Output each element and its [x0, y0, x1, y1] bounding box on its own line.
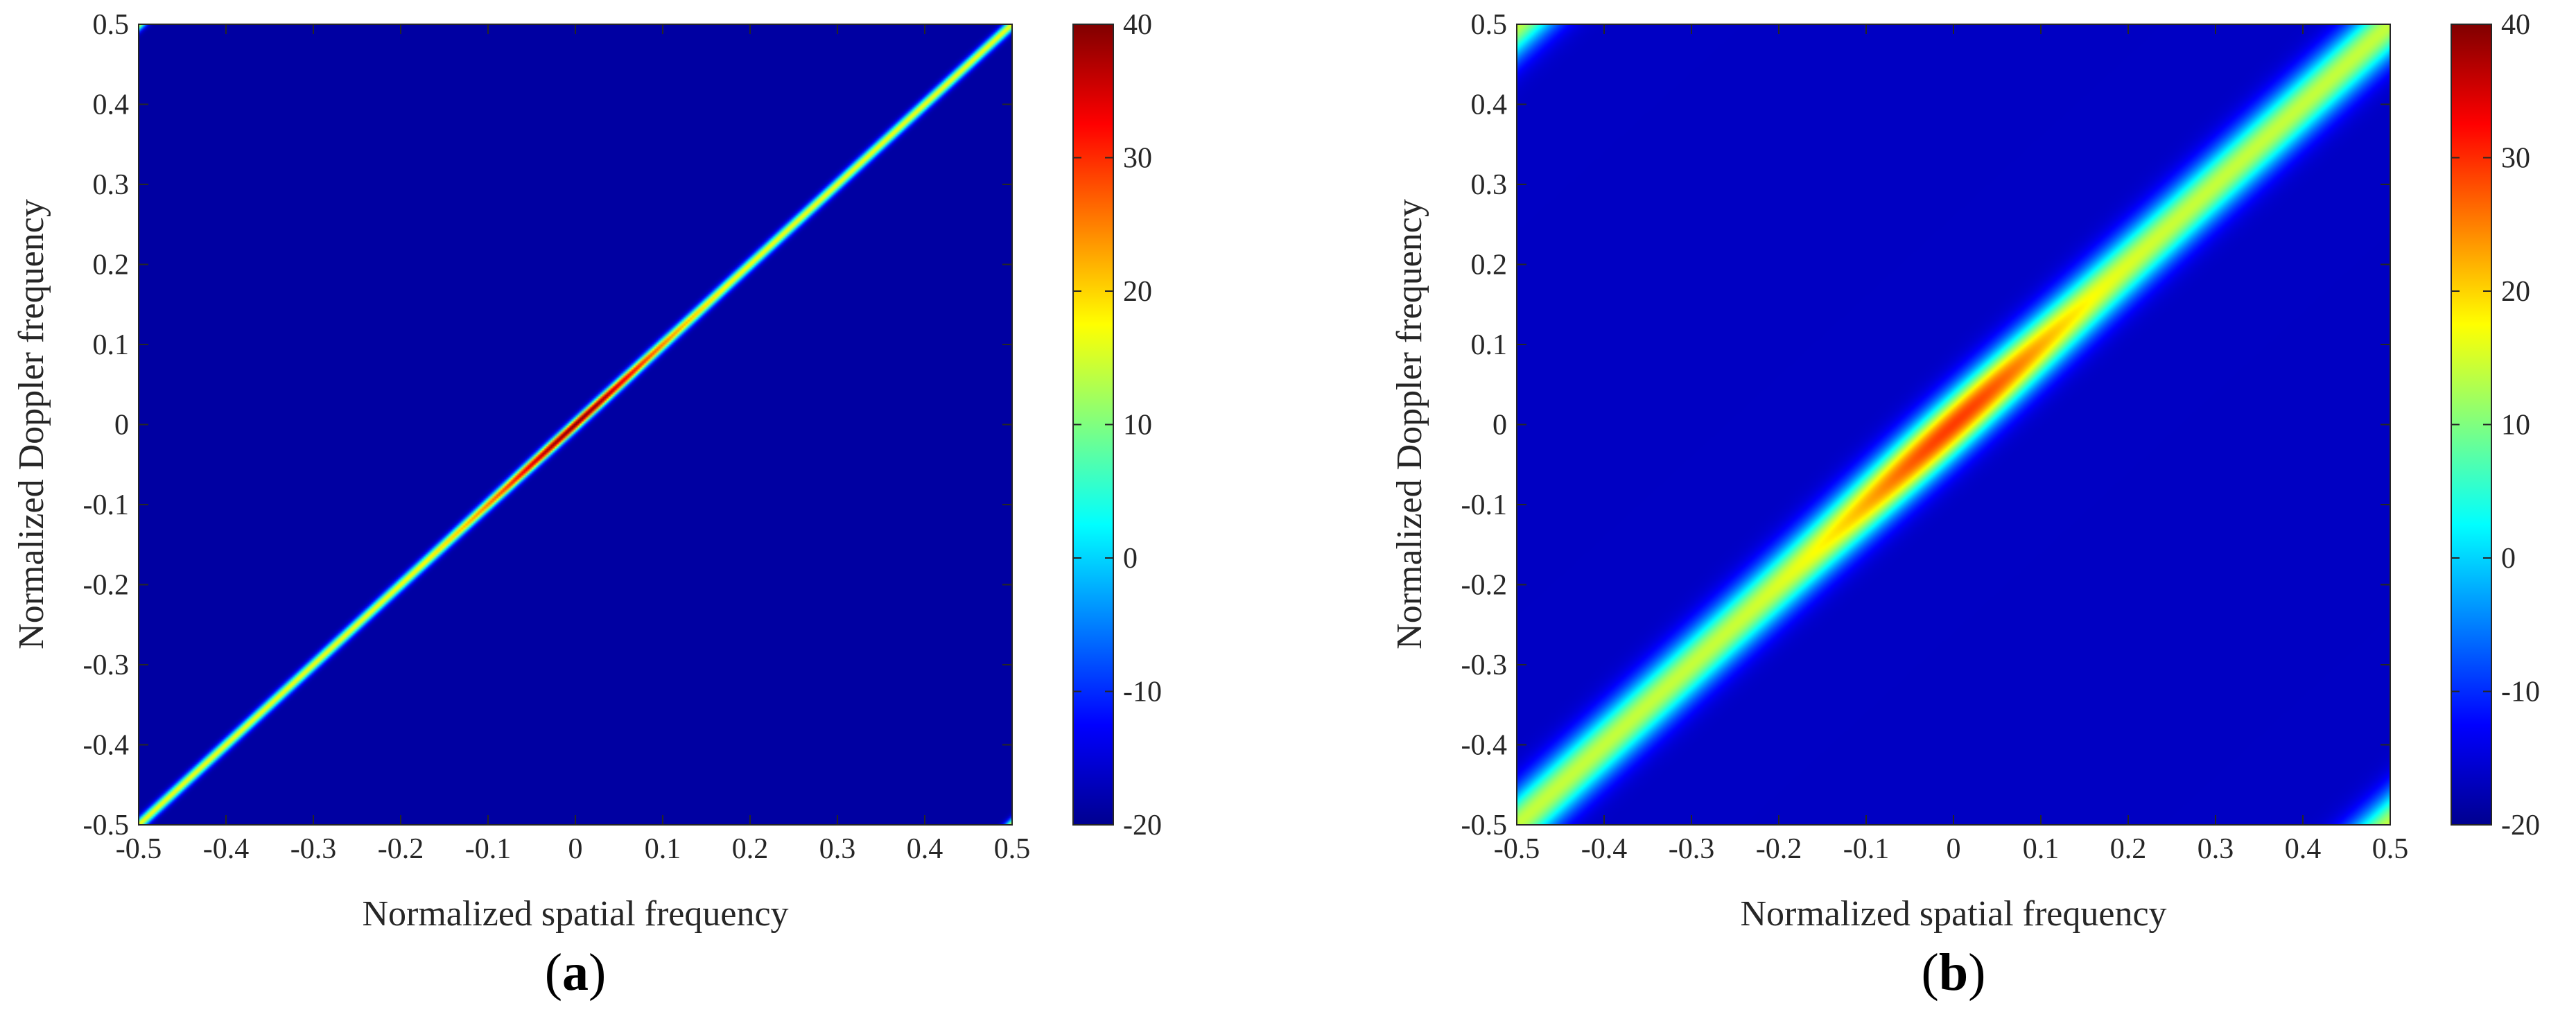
chart-b-x-ticks: -0.5 -0.4 -0.3 -0.2 -0.1 0 0.1 0.2 0.3 0.4 0.5: [1494, 24, 2409, 865]
chart-b-y-tick-label: 0.5: [1471, 9, 1508, 41]
chart-b-svg: -0.5 -0.4 -0.3 -0.2 -0.1 0 0.1 0.2 0.3 0.4 0.5 0.5…: [1390, 9, 2540, 934]
chart-a-heatmap: [139, 24, 1012, 825]
chart-a-heatmap-holder: [139, 24, 1012, 825]
chart-a-y-ticks: 0.5 0.4 0.3 0.2 0.1 0 -0.1 -0.2 -0.3 -0.4 -0.5: [83, 9, 1012, 841]
chart-a-y-tick-label: 0: [114, 410, 129, 442]
chart-a-y-tick-label: -0.4: [83, 730, 130, 762]
chart-a-y-tick-label: 0.4: [93, 89, 130, 121]
chart-b-y-tick-label: 0.1: [1471, 329, 1508, 361]
chart-b-heatmap: [1517, 24, 2390, 825]
chart-a-colorbar-tick-label: 10: [1123, 410, 1152, 442]
chart-a-y-tick-label: -0.3: [83, 649, 130, 681]
chart-b-colorbar-tick-label: 10: [2501, 410, 2530, 442]
chart-a-y-tick-label: 0.1: [93, 329, 130, 361]
chart-a-x-tick-label: 0.4: [907, 833, 943, 865]
chart-b-x-tick-label: -0.5: [1494, 833, 1540, 865]
chart-a-x-tick-label: 0.5: [994, 833, 1031, 865]
chart-b-x-tick-label: 0.3: [2198, 833, 2234, 865]
chart-b-y-ticks: 0.5 0.4 0.3 0.2 0.1 0 -0.1 -0.2 -0.3 -0.4 -0.5: [1461, 9, 2390, 841]
chart-a-x-tick-label: 0.3: [819, 833, 856, 865]
chart-b-y-tick-label: -0.1: [1461, 489, 1508, 521]
chart-b-ylabel: Normalized Doppler frequency: [1390, 199, 1429, 649]
chart-b-y-tick-label: -0.5: [1461, 810, 1508, 841]
chart-a-colorbar-ticks: 40 30 20 10 0 -10 -20: [1073, 9, 1162, 841]
chart-b-colorbar-tick-label: -10: [2501, 677, 2540, 708]
chart-b-x-tick-label: -0.1: [1843, 833, 1890, 865]
chart-b-y-tick-label: -0.4: [1461, 730, 1508, 762]
chart-b-y-tick-label: 0: [1492, 410, 1507, 442]
chart-a-colorbar-tick-label: -10: [1123, 677, 1162, 708]
chart-a-y-tick-label: 0.2: [93, 250, 130, 281]
chart-b-y-tick-label: -0.3: [1461, 649, 1508, 681]
chart-b-x-tick-label: -0.3: [1669, 833, 1715, 865]
chart-b-y-tick-label: -0.2: [1461, 570, 1508, 602]
chart-a-y-tick-label: 0.5: [93, 9, 130, 41]
caption-b: (b): [1921, 943, 1986, 1002]
chart-b-x-tick-label: 0: [1947, 833, 1961, 865]
chart-a-x-tick-label: -0.3: [290, 833, 337, 865]
figure-a: -0.5 -0.4 -0.3 -0.2 -0.1 0 0.1 0.2 0.3 0.4 0.5 0.5…: [12, 9, 1162, 1002]
chart-a-y-tick-label: 0.3: [93, 169, 130, 201]
chart-a-y-tick-label: -0.5: [83, 810, 130, 841]
chart-b-colorbar-tick-label: 30: [2501, 143, 2530, 175]
chart-a-x-tick-label: 0.1: [645, 833, 681, 865]
chart-a-x-tick-label: 0: [568, 833, 583, 865]
caption-a: (a): [544, 943, 607, 1002]
chart-b-colorbar-tick-label: 20: [2501, 276, 2530, 308]
chart-b-colorbar-ticks: 40 30 20 10 0 -10 -20: [2451, 9, 2540, 841]
chart-a-y-tick-label: -0.1: [83, 489, 130, 521]
chart-b-x-tick-label: 0.5: [2372, 833, 2409, 865]
chart-a-colorbar-tick-label: 0: [1123, 543, 1138, 575]
chart-b-heatmap-holder: [1517, 24, 2390, 825]
chart-a-x-tick-label: 0.2: [732, 833, 769, 865]
chart-a-x-ticks: -0.5 -0.4 -0.3 -0.2 -0.1 0 0.1 0.2 0.3 0.4 0.5: [116, 24, 1031, 865]
chart-a-colorbar-tick-label: 20: [1123, 276, 1152, 308]
chart-a-y-tick-label: -0.2: [83, 570, 130, 602]
chart-a-x-tick-label: -0.4: [203, 833, 250, 865]
chart-b-colorbar-tick-label: -20: [2501, 810, 2540, 841]
chart-b-x-tick-label: 0.2: [2110, 833, 2147, 865]
chart-b-x-tick-label: -0.4: [1581, 833, 1628, 865]
chart-b-colorbar-tick-label: 0: [2501, 543, 2516, 575]
chart-b-y-tick-label: 0.4: [1471, 89, 1508, 121]
chart-a-xlabel: Normalized spatial frequency: [362, 894, 788, 934]
chart-b-y-tick-label: 0.2: [1471, 250, 1508, 281]
figure-b: -0.5 -0.4 -0.3 -0.2 -0.1 0 0.1 0.2 0.3 0.4 0.5 0.5…: [1378, 0, 2576, 1021]
chart-a-svg: -0.5 -0.4 -0.3 -0.2 -0.1 0 0.1 0.2 0.3 0.4 0.5 0.5…: [12, 9, 1162, 934]
chart-a-colorbar-tick-label: 30: [1123, 143, 1152, 175]
chart-b-x-tick-label: -0.2: [1756, 833, 1802, 865]
chart-a-colorbar-tick-label: 40: [1123, 9, 1152, 41]
chart-a-colorbar-tick-label: -20: [1123, 810, 1162, 841]
chart-a-x-tick-label: -0.2: [378, 833, 424, 865]
chart-a-x-tick-label: -0.5: [116, 833, 162, 865]
chart-a-ylabel: Normalized Doppler frequency: [12, 199, 51, 649]
chart-b-xlabel: Normalized spatial frequency: [1740, 894, 2166, 934]
chart-b-x-tick-label: 0.4: [2285, 833, 2322, 865]
chart-a-x-tick-label: -0.1: [465, 833, 512, 865]
chart-b-colorbar-tick-label: 40: [2501, 9, 2530, 41]
chart-b-y-tick-label: 0.3: [1471, 169, 1508, 201]
chart-b-x-tick-label: 0.1: [2023, 833, 2060, 865]
